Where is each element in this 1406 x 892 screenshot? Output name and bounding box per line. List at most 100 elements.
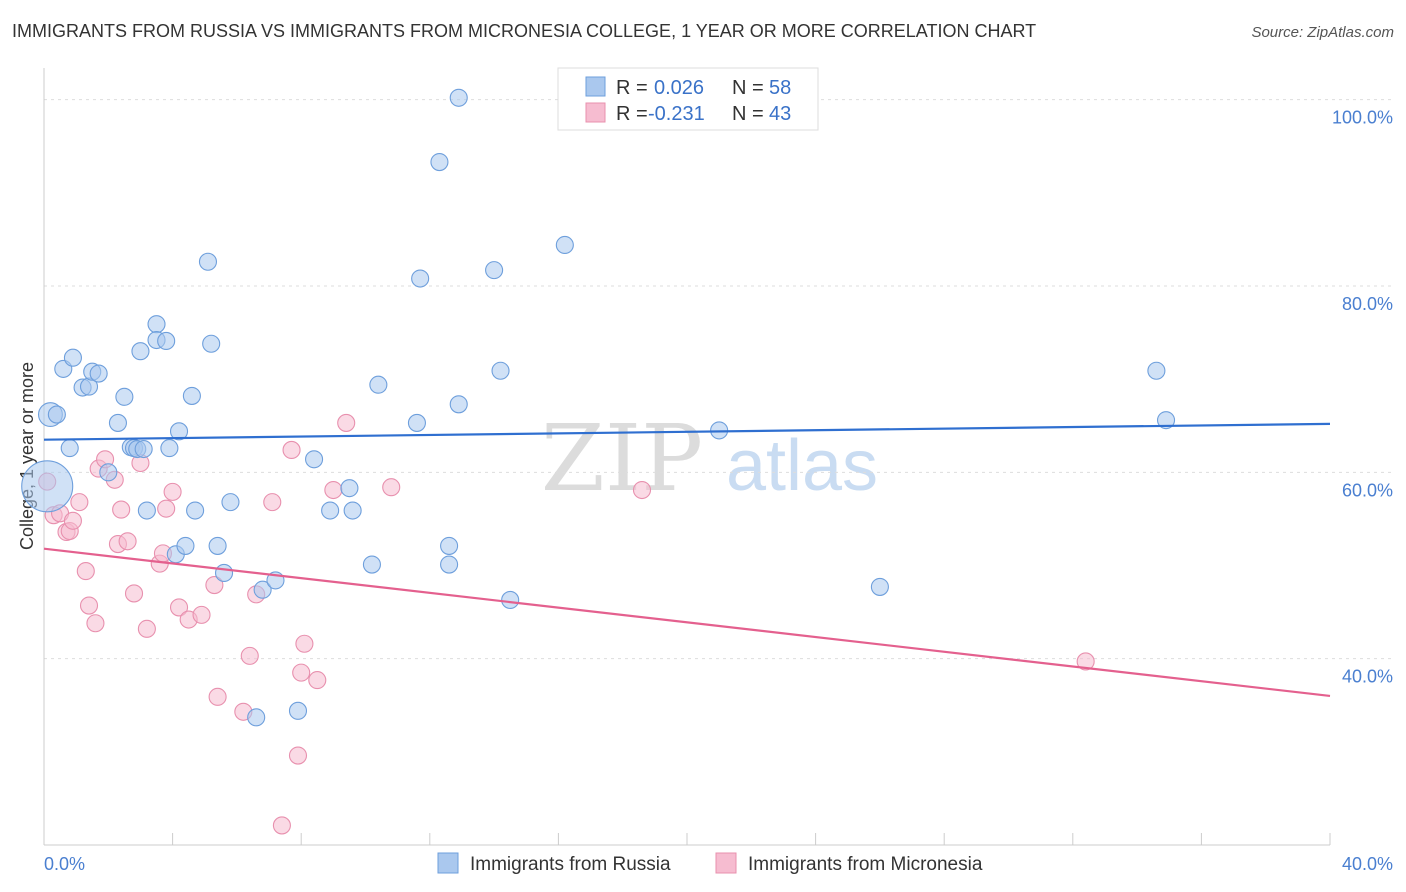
russia-point (176, 536, 195, 555)
x-tick-label-max: 40.0% (1342, 854, 1393, 874)
micronesia-point (272, 816, 291, 835)
russia-point (214, 563, 234, 582)
micronesia-point (263, 493, 282, 512)
russia-point (305, 450, 324, 469)
russia-point (485, 261, 504, 280)
micronesia-point (157, 499, 176, 518)
russia-point (440, 536, 459, 555)
y-tick-label-40: 40.0% (1342, 667, 1393, 687)
y-tick-labels: 40.0% 60.0% 80.0% 100.0% (1332, 108, 1393, 687)
y-tick-label-80: 80.0% (1342, 294, 1393, 314)
russia-point (63, 348, 82, 367)
russia-point (108, 413, 127, 432)
top-legend: R = 0.026 N = 58 R = -0.231 N = 43 (557, 67, 819, 131)
micronesia-point (324, 480, 343, 500)
russia-point (321, 501, 340, 520)
legend-russia-r-label: R = (616, 77, 648, 99)
legend-micronesia-r-label: R = (616, 103, 648, 125)
russia-point (343, 501, 362, 520)
chart-title: IMMIGRANTS FROM RUSSIA VS IMMIGRANTS FRO… (12, 21, 1037, 41)
russia-point (89, 364, 108, 383)
micronesia-point (282, 440, 301, 460)
watermark-atlas: atlas (726, 426, 878, 506)
bottom-legend-russia-label: Immigrants from Russia (470, 854, 671, 875)
watermark-zip: ZIP (541, 405, 703, 512)
russia-point (21, 460, 74, 513)
grid-lines (44, 99, 1393, 660)
micronesia-point (124, 584, 144, 603)
bottom-legend-micronesia-label: Immigrants from Micronesia (748, 854, 983, 875)
micronesia-point (308, 671, 327, 690)
russia-point (407, 413, 426, 432)
legend-russia-n-label: N = (732, 77, 764, 99)
russia-point (186, 501, 205, 520)
russia-point (870, 577, 889, 596)
bottom-legend-russia-swatch (437, 852, 459, 874)
russia-point (134, 439, 153, 459)
micronesia-point (1076, 652, 1095, 671)
micronesia-point (192, 605, 211, 624)
russia-point (147, 315, 166, 334)
micronesia-point (295, 634, 314, 653)
russia-point (1156, 411, 1176, 430)
russia-point (157, 331, 176, 350)
russia-point (411, 269, 430, 288)
micronesia-point (337, 413, 356, 432)
micronesia-points (38, 413, 1095, 835)
russia-point (160, 439, 179, 458)
legend-russia-swatch (585, 76, 606, 97)
russia-trend-line (43, 422, 1331, 441)
russia-point (115, 387, 134, 406)
trend-lines (43, 422, 1331, 698)
y-tick-label-60: 60.0% (1342, 480, 1393, 500)
russia-point (253, 580, 272, 599)
bottom-legend: Immigrants from Russia Immigrants from M… (437, 852, 983, 875)
russia-point (99, 463, 118, 482)
russia-point (137, 501, 156, 520)
micronesia-point (240, 646, 259, 665)
micronesia-point (118, 532, 137, 551)
micronesia-point (163, 482, 182, 501)
russia-point (491, 361, 510, 380)
micronesia-point (86, 614, 105, 633)
micronesia-point (288, 746, 308, 765)
russia-points (21, 88, 1176, 727)
russia-point (247, 708, 266, 727)
russia-point (449, 88, 468, 107)
micronesia-point (632, 480, 652, 500)
russia-point (221, 493, 240, 512)
micronesia-trend-line (43, 547, 1331, 698)
source-credit: Source: ZipAtlas.com (1251, 24, 1394, 41)
legend-micronesia-r-value: -0.231 (648, 103, 705, 125)
legend-micronesia-n-label: N = (732, 103, 764, 125)
russia-point (501, 590, 520, 610)
micronesia-point (63, 511, 82, 530)
micronesia-point (70, 493, 89, 512)
micronesia-point (76, 562, 95, 581)
legend-russia-r-value: 0.026 (654, 77, 704, 99)
x-tick-label-min: 0.0% (44, 854, 85, 874)
russia-point (1147, 361, 1166, 380)
russia-point (182, 386, 201, 405)
micronesia-point (79, 596, 99, 615)
micronesia-point (205, 576, 224, 595)
micronesia-point (208, 687, 227, 706)
russia-point (208, 536, 227, 555)
russia-point (47, 405, 66, 424)
russia-point (430, 153, 449, 172)
micronesia-point (382, 478, 401, 497)
russia-point (288, 701, 308, 720)
russia-point (340, 479, 359, 498)
x-axis-ticks (43, 833, 1331, 845)
bottom-legend-micronesia-swatch (715, 852, 737, 874)
russia-point (362, 555, 381, 574)
russia-point (449, 395, 468, 414)
russia-point (202, 334, 221, 353)
russia-point (440, 555, 459, 574)
russia-point (169, 422, 189, 441)
micronesia-point (169, 598, 189, 617)
russia-point (198, 252, 218, 271)
russia-point (60, 439, 79, 458)
legend-micronesia-n-value: 43 (769, 103, 791, 125)
